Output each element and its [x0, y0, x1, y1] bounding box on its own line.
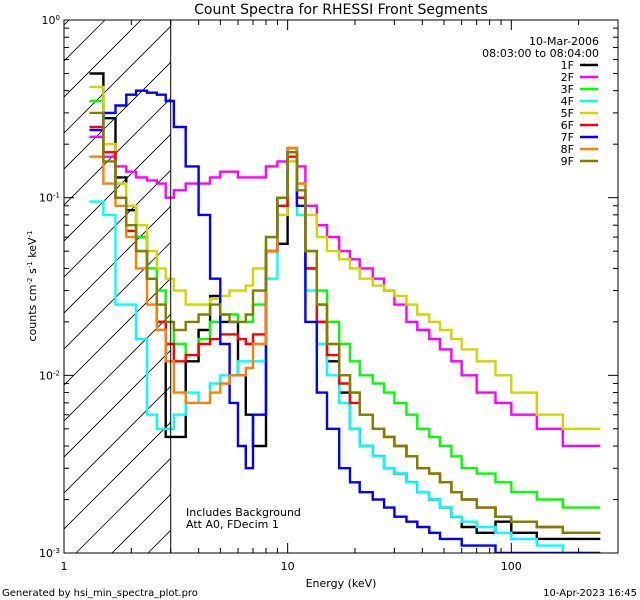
y-tick-label: 100 [42, 14, 60, 27]
legend-label-1F: 1F [561, 59, 574, 72]
y-tick-label: 10-3 [39, 547, 60, 560]
hatch-line [64, 241, 171, 350]
legend-label-5F: 5F [561, 107, 574, 120]
hatch-line [64, 421, 171, 530]
hatch-line [64, 97, 171, 206]
y-tick-label: 10-1 [39, 192, 60, 205]
annotation-attenuator: Att A0, FDecim 1 [186, 518, 279, 531]
hatch-line [64, 169, 171, 278]
hatch-line [64, 61, 171, 170]
x-axis-label: Energy (keV) [306, 577, 377, 590]
legend-label-6F: 6F [561, 119, 574, 132]
legend-label-4F: 4F [561, 95, 574, 108]
legend-label-7F: 7F [561, 131, 574, 144]
hatch-line [64, 385, 171, 494]
x-tick-label: 100 [501, 560, 522, 573]
footer-timestamp: 10-Apr-2023 16:45 [543, 588, 637, 599]
legend-label-3F: 3F [561, 83, 574, 96]
hatch-line [64, 277, 171, 386]
hatch-line [64, 205, 171, 314]
legend-label-8F: 8F [561, 143, 574, 156]
hatch-line [64, 133, 171, 242]
chart-title: Count Spectra for RHESSI Front Segments [194, 2, 488, 18]
x-tick-label: 10 [281, 560, 295, 573]
series-line-9F [89, 111, 601, 534]
legend-label-2F: 2F [561, 71, 574, 84]
date-label: 10-Mar-2006 [529, 35, 599, 48]
series-line-8F [89, 146, 601, 534]
y-axis-label: counts cm-2 s-1 keV-1 [26, 231, 39, 342]
plot-frame [63, 19, 619, 554]
hatch-line [64, 20, 106, 62]
attenuator-hatch-region [64, 20, 171, 553]
y-tick-label: 10-2 [39, 369, 60, 382]
x-tick-label: 1 [61, 560, 68, 573]
legend-label-9F: 9F [561, 155, 574, 168]
time-range-label: 08:03:00 to 08:04:00 [482, 47, 599, 60]
series-line-2F [89, 135, 601, 448]
footer-generated: Generated by hsi_min_spectra_plot.pro [2, 588, 198, 599]
hatch-line [64, 25, 171, 134]
hatch-line [75, 457, 171, 553]
annotation-background: Includes Background [186, 506, 301, 519]
